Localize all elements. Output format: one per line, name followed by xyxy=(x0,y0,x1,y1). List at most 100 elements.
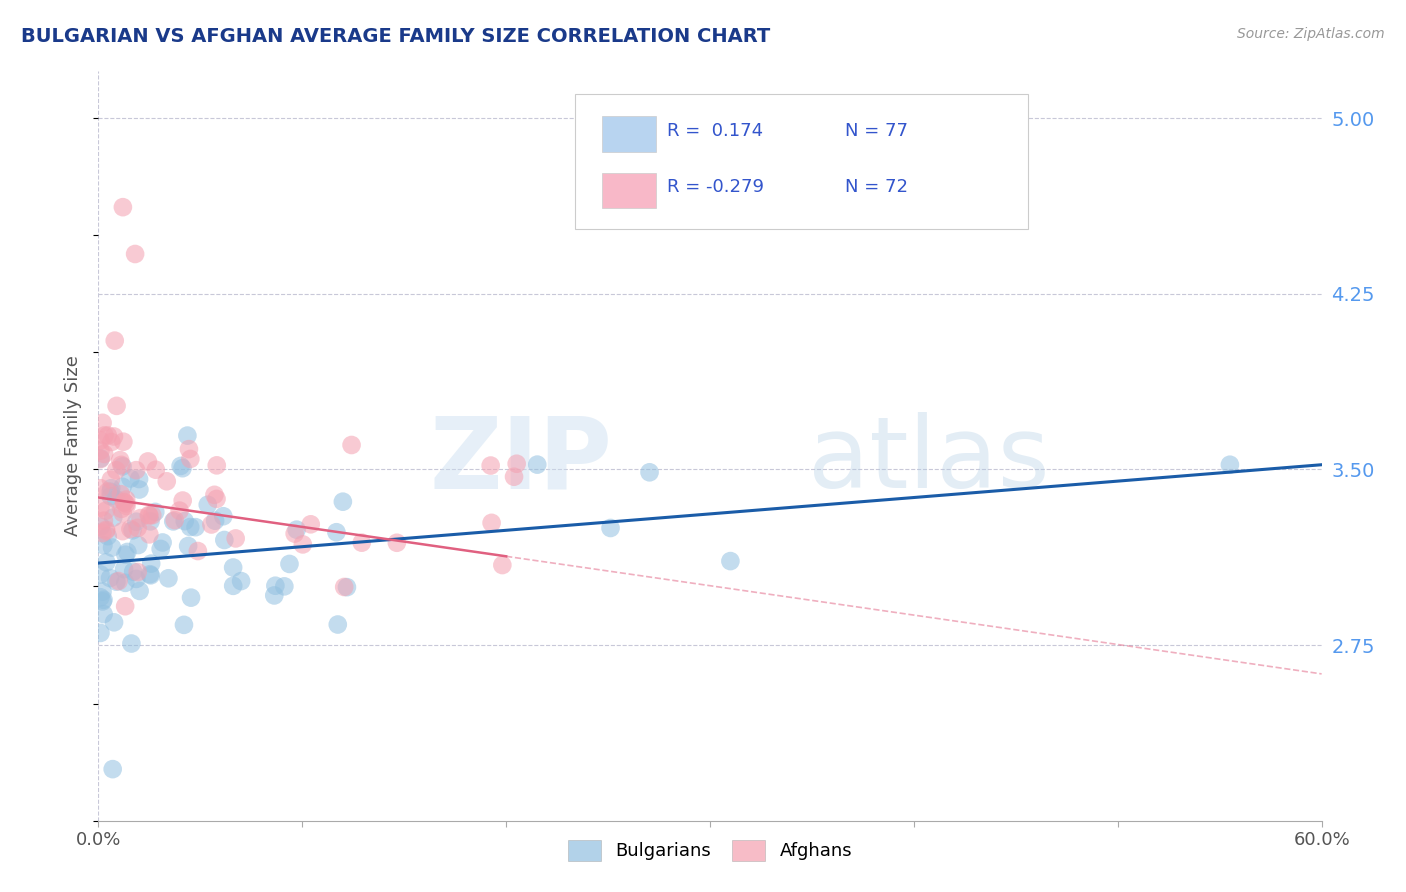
Point xyxy=(139,514,162,528)
Point xyxy=(149,541,172,556)
Point xyxy=(111,459,134,474)
Point xyxy=(93,592,115,607)
Point xyxy=(173,514,195,528)
Point xyxy=(89,481,111,495)
Point xyxy=(179,520,201,534)
Point xyxy=(110,502,132,516)
Point xyxy=(1219,458,1241,472)
Point xyxy=(121,524,143,538)
Point xyxy=(326,617,349,632)
Point xyxy=(180,591,202,605)
Point xyxy=(108,453,131,467)
Point xyxy=(169,458,191,473)
Point xyxy=(100,489,122,503)
Point xyxy=(136,454,159,468)
Point xyxy=(139,568,162,582)
Point xyxy=(112,562,135,576)
Point xyxy=(204,488,226,502)
Point xyxy=(94,503,117,517)
Point xyxy=(90,451,112,466)
Point xyxy=(89,567,111,582)
Point xyxy=(273,579,295,593)
Point xyxy=(200,517,222,532)
Point xyxy=(336,580,359,594)
Point xyxy=(111,480,134,494)
Y-axis label: Average Family Size: Average Family Size xyxy=(65,356,83,536)
Point xyxy=(115,499,138,513)
Point xyxy=(101,762,124,776)
FancyBboxPatch shape xyxy=(575,94,1028,228)
Point xyxy=(197,498,219,512)
Point xyxy=(104,334,127,348)
Point xyxy=(105,463,128,477)
Point xyxy=(214,533,236,547)
Point xyxy=(96,523,118,537)
Point xyxy=(115,492,138,507)
Point xyxy=(129,511,152,525)
Point xyxy=(89,443,111,458)
Point xyxy=(138,508,160,523)
Point xyxy=(222,579,245,593)
Point xyxy=(128,483,150,497)
Point xyxy=(229,574,252,588)
Point xyxy=(350,535,373,549)
Point xyxy=(173,618,195,632)
Point xyxy=(204,514,226,528)
Point xyxy=(97,529,120,543)
Point xyxy=(93,428,115,442)
Point xyxy=(325,525,347,540)
Point xyxy=(333,580,356,594)
Point xyxy=(91,416,114,430)
Point xyxy=(117,545,139,559)
Text: ZIP: ZIP xyxy=(429,412,612,509)
Point xyxy=(222,560,245,574)
Point xyxy=(505,457,527,471)
Point xyxy=(145,463,167,477)
Point xyxy=(97,428,120,442)
Point xyxy=(139,567,162,582)
Text: N = 72: N = 72 xyxy=(845,178,908,196)
Point xyxy=(105,399,128,413)
Point xyxy=(111,524,134,538)
Point xyxy=(114,599,136,614)
Point xyxy=(128,472,150,486)
Point xyxy=(105,574,128,589)
Point xyxy=(97,484,120,499)
Point xyxy=(205,458,228,473)
Point xyxy=(89,591,111,605)
Point xyxy=(526,458,548,472)
Point xyxy=(100,484,122,499)
Point xyxy=(89,452,111,467)
Point xyxy=(110,458,132,472)
Point xyxy=(332,494,354,508)
Point xyxy=(169,503,191,517)
Point xyxy=(94,524,117,538)
Text: N = 77: N = 77 xyxy=(845,122,908,140)
Point xyxy=(91,584,114,599)
Point xyxy=(340,438,363,452)
Point xyxy=(91,594,114,608)
Point xyxy=(103,429,125,443)
Point xyxy=(491,558,513,572)
Point xyxy=(100,435,122,450)
Point xyxy=(93,607,115,621)
Text: R =  0.174: R = 0.174 xyxy=(668,122,763,140)
Point xyxy=(91,526,114,541)
Point xyxy=(285,523,308,537)
Point xyxy=(112,434,135,449)
Point xyxy=(718,554,742,568)
Point xyxy=(141,508,163,523)
Point xyxy=(152,535,174,549)
Point xyxy=(481,516,503,530)
Point xyxy=(143,505,166,519)
Point xyxy=(93,447,115,461)
Point xyxy=(128,583,150,598)
Point xyxy=(225,532,247,546)
Point xyxy=(120,471,142,485)
Point xyxy=(107,574,129,588)
Point xyxy=(114,548,136,562)
Point xyxy=(177,442,200,457)
Point xyxy=(299,517,322,532)
Point xyxy=(291,537,314,551)
Point xyxy=(103,615,125,630)
